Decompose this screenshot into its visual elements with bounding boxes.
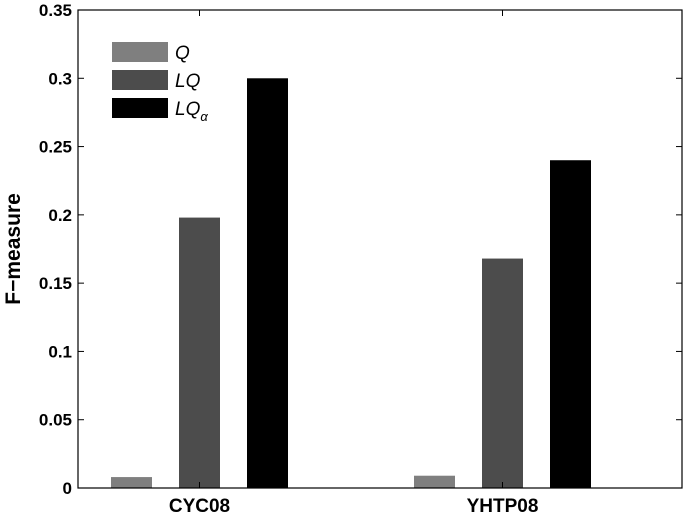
legend-label-name: LQ	[175, 99, 201, 120]
y-tick-label: 0.25	[39, 138, 72, 157]
legend-swatch	[112, 98, 168, 118]
y-tick-label: 0.1	[48, 342, 72, 361]
y-axis-title: F−measure	[2, 193, 25, 304]
y-tick-label: 0.05	[39, 411, 72, 430]
legend-label: LQ	[175, 71, 201, 92]
x-category-label: YHTP08	[467, 496, 539, 517]
bar-cyc08-2	[247, 78, 288, 489]
bar-yhtp08-1	[482, 258, 523, 488]
x-category-label: CYC08	[169, 496, 230, 517]
bar-cyc08-1	[179, 217, 220, 489]
legend-label-name: Q	[175, 43, 190, 64]
x-axis: CYC08 YHTP08	[169, 10, 539, 517]
legend-label: Q	[175, 43, 190, 64]
legend-swatch	[112, 42, 168, 62]
y-tick-label: 0.35	[39, 1, 72, 20]
y-tick-label: 0.3	[48, 69, 72, 88]
legend-swatch	[112, 70, 168, 90]
plot-marks	[111, 78, 591, 489]
axes-frame	[77, 9, 683, 489]
legend-label-subscript: α	[200, 109, 208, 124]
y-axis: 0 0.05 0.1 0.15 0.2 0.25 0.3 0.35	[39, 1, 682, 498]
bar-cyc08-0	[111, 477, 152, 488]
y-tick-label: 0	[63, 479, 72, 498]
y-tick-label: 0.15	[39, 274, 72, 293]
bar-yhtp08-2	[550, 160, 591, 488]
bar-yhtp08-0	[414, 475, 455, 488]
legend-label-name: LQ	[175, 71, 201, 92]
y-tick-label: 0.2	[48, 206, 72, 225]
legend-label: LQα	[175, 99, 208, 124]
